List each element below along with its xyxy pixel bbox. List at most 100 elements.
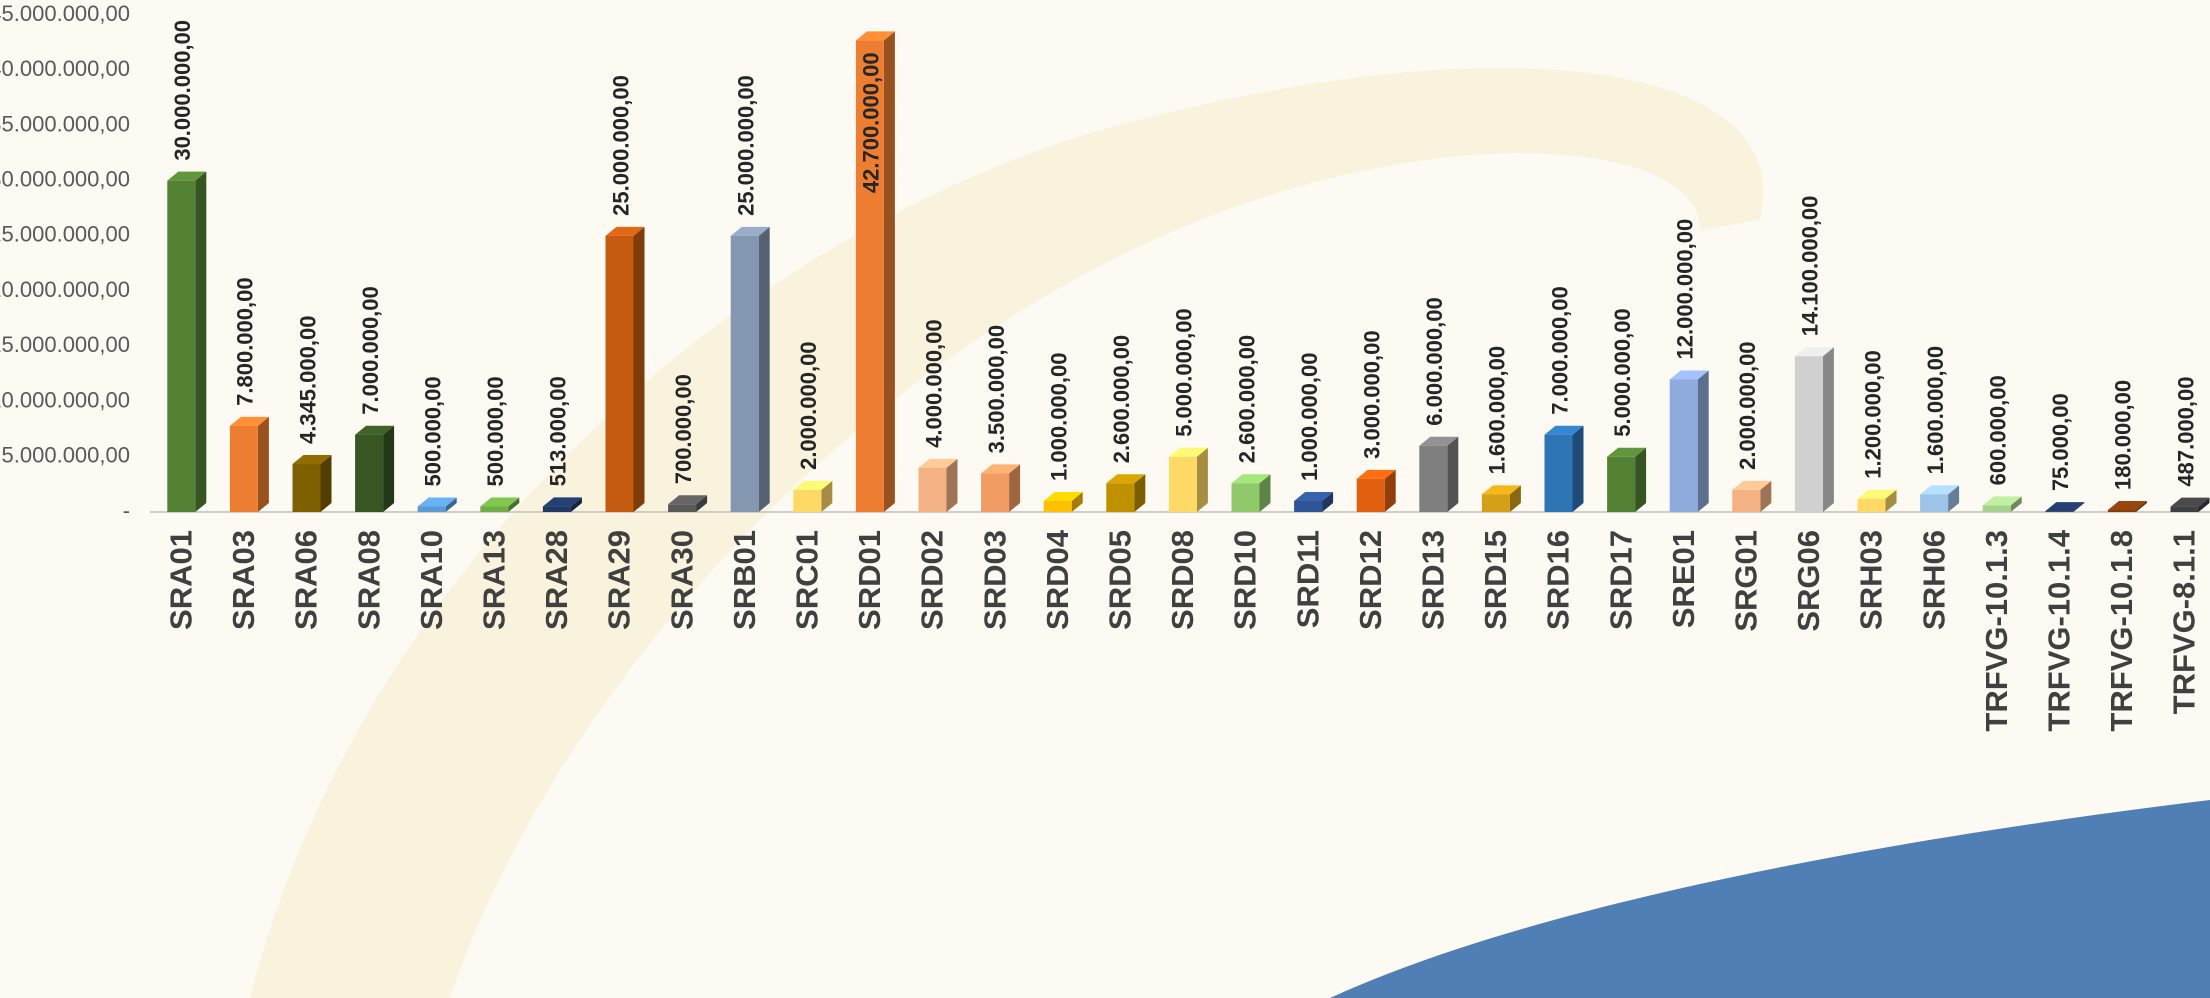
bar-side <box>258 417 269 512</box>
bar-side <box>1197 448 1208 512</box>
value-label: 14.100.000,00 <box>1798 196 1823 337</box>
value-label: 1.200.000,00 <box>1860 350 1885 478</box>
x-tick-label: SRC01 <box>789 530 824 630</box>
value-label: 1.600.000,00 <box>1485 346 1510 474</box>
bar <box>2171 507 2199 512</box>
bar <box>919 468 947 512</box>
x-tick-label: SRA29 <box>602 530 637 630</box>
x-tick-label: SRD05 <box>1102 530 1137 630</box>
value-label: 42.700.000,00 <box>859 52 884 193</box>
value-label: 30.000.000,00 <box>170 20 195 161</box>
x-tick-label: SRD16 <box>1541 530 1576 630</box>
bar-side <box>884 31 895 512</box>
value-label: 513.000,00 <box>546 376 571 486</box>
value-label: 4.345.000,00 <box>295 316 320 444</box>
y-tick-label: 40.000.000,00 <box>0 56 130 81</box>
x-tick-label: SRA30 <box>664 530 699 630</box>
value-label: 600.000,00 <box>1986 375 2011 485</box>
x-tick-label: SRD15 <box>1478 530 1513 630</box>
bar <box>1482 494 1510 512</box>
bar <box>543 506 571 512</box>
value-label: 5.000.000,00 <box>1610 308 1635 436</box>
bar <box>355 435 383 512</box>
bar <box>1607 457 1635 512</box>
x-tick-label: SRD08 <box>1165 530 1200 630</box>
x-tick-label: SRD13 <box>1415 530 1450 630</box>
y-tick-label: 25.000.000,00 <box>0 222 130 247</box>
bar <box>606 236 634 512</box>
bar <box>1920 494 1948 512</box>
y-tick-label: - <box>123 498 130 523</box>
value-label: 2.000.000,00 <box>1735 341 1760 469</box>
bar-side <box>759 227 770 512</box>
bar-top <box>2045 502 2084 511</box>
bar <box>1294 501 1322 512</box>
x-tick-label: SRD01 <box>852 530 887 630</box>
value-label: 5.000.000,00 <box>1172 308 1197 436</box>
y-tick-label: 30.000.000,00 <box>0 166 130 191</box>
value-label: 1.600.000,00 <box>1923 346 1948 474</box>
bar-side <box>634 227 645 512</box>
bar-top <box>2108 501 2147 510</box>
x-tick-label: SRG01 <box>1728 530 1763 632</box>
bar-side <box>1698 370 1709 512</box>
bar-side <box>947 459 958 512</box>
x-tick-label: TRFVG-10.1.4 <box>2041 529 2076 731</box>
bar-side <box>1635 448 1646 512</box>
background-wave <box>1330 800 2210 998</box>
bar-side <box>321 455 332 512</box>
value-label: 3.000.000,00 <box>1360 330 1385 458</box>
x-tick-label: SRA13 <box>476 530 511 630</box>
y-tick-label: 15.000.000,00 <box>0 332 130 357</box>
x-tick-label: SRE01 <box>1666 530 1701 628</box>
value-label: 2.600.000,00 <box>1109 335 1134 463</box>
value-label: 500.000,00 <box>483 376 508 486</box>
x-tick-label: SRD12 <box>1353 530 1388 630</box>
x-tick-label: SRG06 <box>1791 530 1826 632</box>
value-label: 180.000,00 <box>2111 380 2136 490</box>
chart: - 5.000.000,00 10.000.000,00 15.000.000,00 2… <box>0 0 2210 998</box>
bar <box>1858 499 1886 512</box>
value-label: 500.000,00 <box>421 376 446 486</box>
y-tick-label: 20.000.000,00 <box>0 277 130 302</box>
value-label: 3.500.000,00 <box>984 325 1009 453</box>
x-tick-label: TRFVG-8.1.1 <box>2167 530 2202 714</box>
value-label: 487.000,00 <box>2173 377 2198 487</box>
y-tick-label: 10.000.000,00 <box>0 387 130 412</box>
bar <box>418 506 446 512</box>
value-label: 7.800.000,00 <box>233 277 258 405</box>
bar-side <box>195 172 206 512</box>
x-tick-label: TRFVG-10.1.8 <box>2104 530 2139 732</box>
bar <box>668 504 696 512</box>
value-label: 4.000.000,00 <box>921 319 946 447</box>
x-tick-label: TRFVG-10.1.3 <box>1979 530 2014 732</box>
value-label: 1.000.000,00 <box>1047 352 1072 480</box>
x-tick-label: SRA28 <box>539 530 574 630</box>
x-tick-label: SRH06 <box>1916 530 1951 630</box>
bar <box>2045 511 2073 512</box>
bar <box>167 181 195 512</box>
bar <box>1670 379 1698 512</box>
bar <box>1044 501 1072 512</box>
x-tick-label: SRA03 <box>226 530 261 630</box>
x-tick-label: SRD11 <box>1290 530 1325 628</box>
y-tick-label: 5.000.000,00 <box>2 443 130 468</box>
bar <box>1357 479 1385 512</box>
x-tick-label: SRA01 <box>163 530 198 630</box>
value-label: 7.000.000,00 <box>358 286 383 414</box>
x-tick-label: SRA10 <box>414 530 449 630</box>
y-tick-label: 45.000.000,00 <box>0 1 130 26</box>
value-label: 6.000.000,00 <box>1422 297 1447 425</box>
bar <box>1983 505 2011 512</box>
bar-side <box>1823 347 1834 512</box>
x-tick-label: SRD10 <box>1228 530 1263 630</box>
value-label: 12.000.000,00 <box>1673 219 1698 360</box>
x-tick-label: SRD03 <box>977 530 1012 630</box>
bar <box>1545 435 1573 512</box>
x-tick-label: SRD04 <box>1040 529 1075 630</box>
value-label: 25.000.000,00 <box>734 75 759 216</box>
x-tick-label: SRD17 <box>1603 530 1638 630</box>
value-label: 2.600.000,00 <box>1234 335 1259 463</box>
value-label: 1.000.000,00 <box>1297 352 1322 480</box>
value-label: 7.000.000,00 <box>1547 286 1572 414</box>
